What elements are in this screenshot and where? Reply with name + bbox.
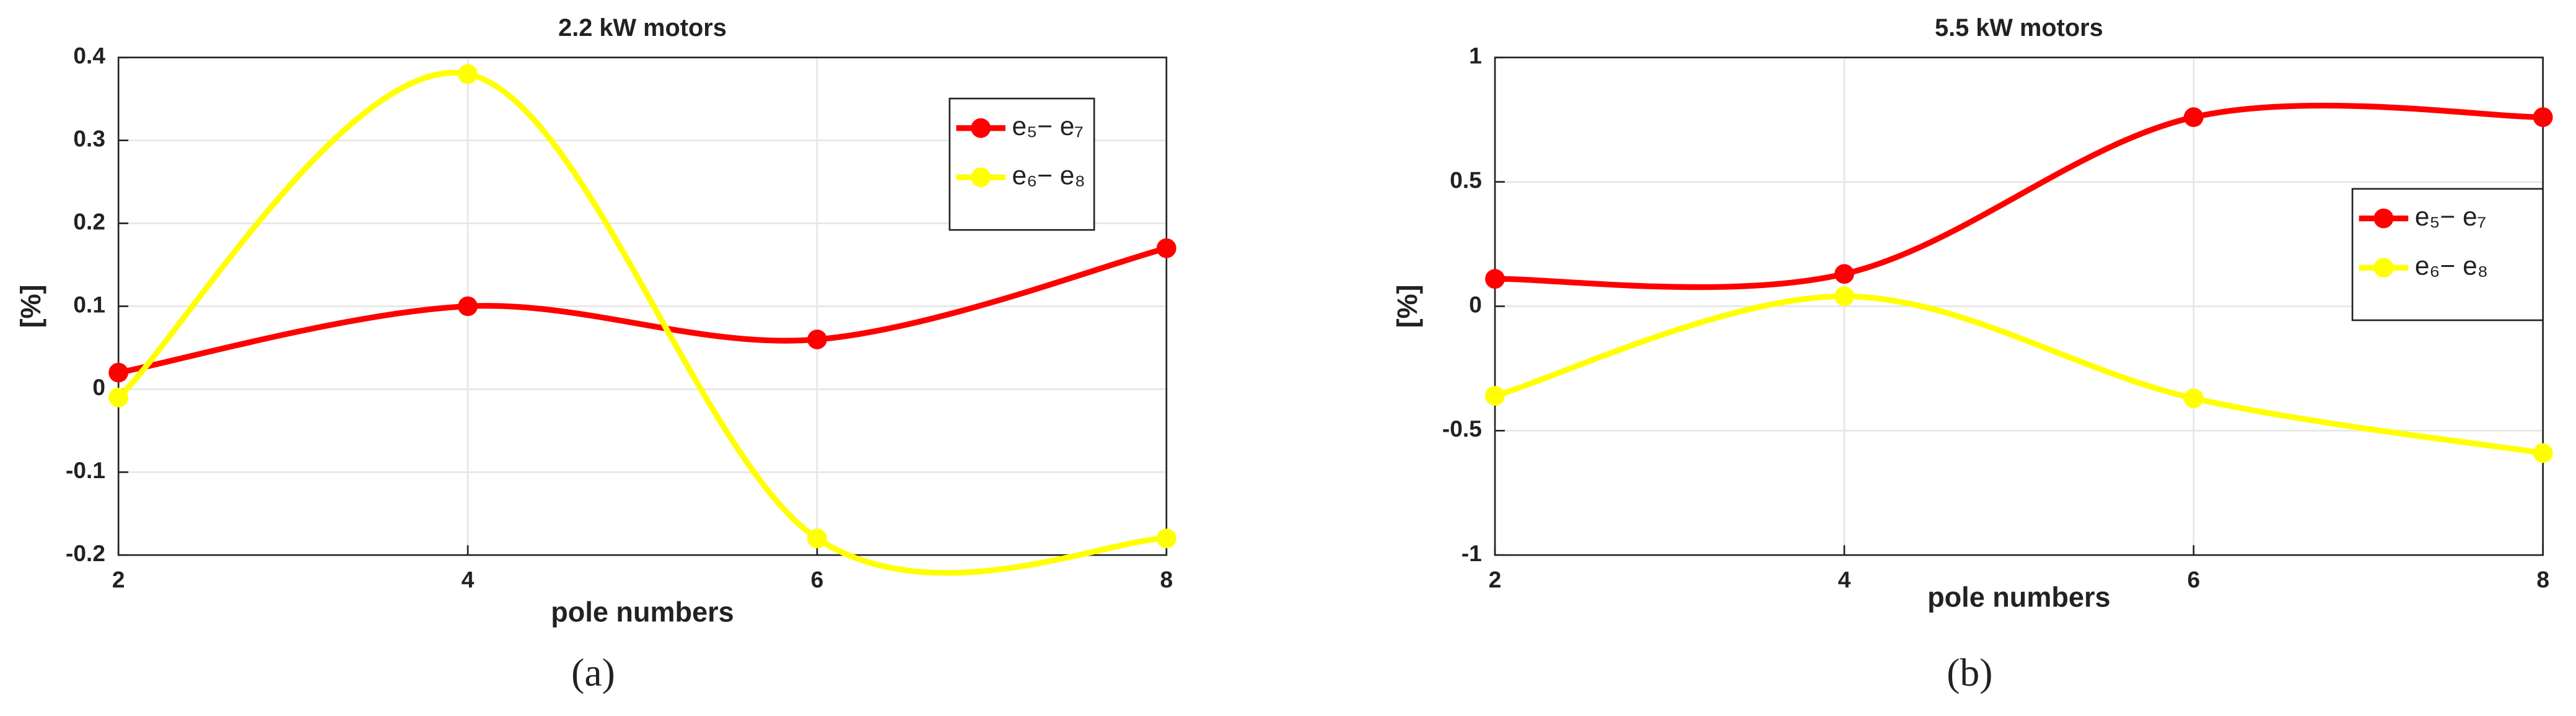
legend-box (948, 97, 1095, 231)
x-tick-label: 6 (2187, 566, 2200, 592)
y-tick-label: 0 (92, 374, 105, 400)
marker (1156, 238, 1176, 258)
y-tick-label: -0.1 (66, 457, 105, 483)
caption: (a) (571, 650, 615, 694)
marker (1485, 269, 1505, 289)
y-tick-label: 0.3 (73, 125, 105, 151)
x-tick-label: 8 (1160, 566, 1173, 592)
marker (2183, 107, 2204, 128)
x-tick-label: 2 (1489, 566, 1502, 592)
legend-label: e₅− e₇ (1012, 111, 1084, 141)
y-tick-label: 0.1 (73, 291, 105, 317)
x-tick-label: 2 (112, 566, 125, 592)
marker (1834, 286, 1854, 307)
series-line (118, 245, 1167, 376)
marker (458, 64, 478, 84)
legend-marker (2373, 208, 2394, 229)
y-axis-label: [%] (15, 284, 46, 328)
chart-title: 2.2 kW motors (558, 14, 727, 41)
marker (1485, 386, 1505, 406)
caption: (b) (1947, 650, 1992, 694)
x-axis-label: pole numbers (1927, 582, 2110, 613)
legend-label: e₅− e₇ (2415, 202, 2486, 231)
y-tick-label: 0.5 (1450, 167, 1482, 193)
axes-box (117, 56, 1168, 556)
legend-marker (2373, 258, 2394, 278)
series-line (1495, 102, 2543, 290)
y-tick-label: -0.5 (1442, 416, 1482, 442)
y-tick-label: -0.2 (66, 540, 105, 566)
marker (2533, 443, 2553, 463)
marker (1156, 528, 1176, 549)
marker (108, 362, 129, 383)
x-tick-label: 4 (1838, 566, 1851, 592)
legend-marker (971, 167, 991, 188)
x-tick-label: 4 (462, 566, 475, 592)
chart-title: 5.5 kW motors (1935, 14, 2103, 41)
marker (807, 528, 827, 549)
series-line (1494, 293, 2544, 456)
marker (807, 330, 827, 349)
x-axis-label: pole numbers (551, 596, 734, 628)
y-tick-label: 0 (1469, 291, 1482, 317)
legend-label: e₆− e₈ (1012, 161, 1085, 190)
y-tick-label: 1 (1469, 43, 1482, 69)
marker (1834, 264, 1854, 284)
x-tick-label: 6 (811, 566, 824, 592)
y-tick-label: -1 (1461, 540, 1482, 566)
marker (458, 296, 478, 317)
series-line (116, 69, 1167, 576)
y-tick-label: 0.4 (73, 43, 105, 69)
legend-marker (971, 118, 991, 138)
marker (2183, 388, 2204, 409)
y-axis-label: [%] (1391, 284, 1423, 328)
marker (108, 387, 129, 408)
legend-label: e₆− e₈ (2415, 251, 2488, 280)
y-tick-label: 0.2 (73, 208, 105, 234)
x-tick-label: 8 (2536, 566, 2549, 592)
marker (2533, 107, 2553, 128)
